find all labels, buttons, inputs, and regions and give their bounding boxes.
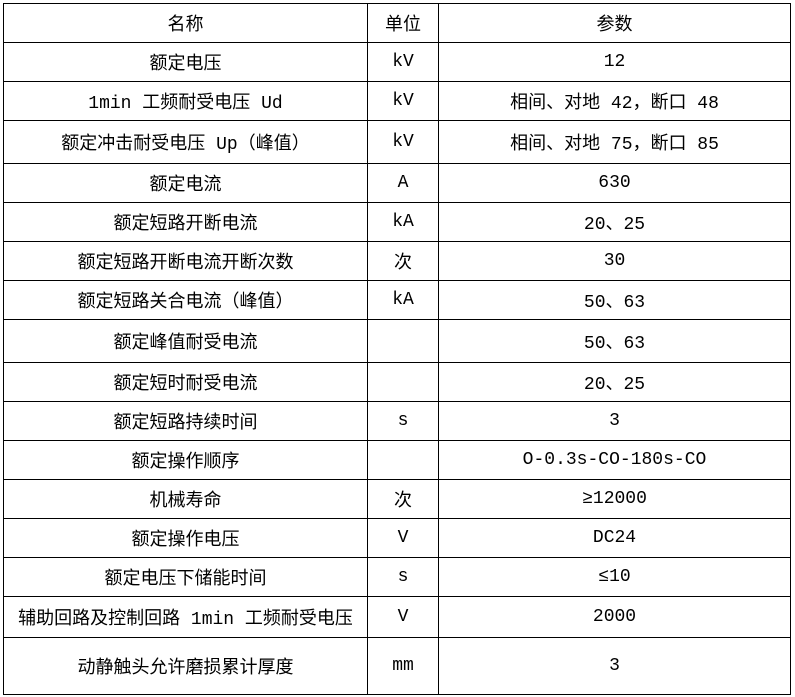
spec-name-cell: 额定短路持续时间 xyxy=(3,401,368,441)
spec-unit-cell: kV xyxy=(367,81,439,121)
spec-name-cell: 额定峰值耐受电流 xyxy=(3,319,368,363)
spec-unit-cell: mm xyxy=(367,637,439,695)
table-row: 额定电压 kV 12 xyxy=(3,42,791,82)
table-row: 额定冲击耐受电压 Up（峰值） kV 相间、对地 75，断口 85 xyxy=(3,120,791,164)
table-row: 额定操作顺序 O-0.3s-CO-180s-CO xyxy=(3,440,791,480)
spec-name-cell: 额定短路开断电流 xyxy=(3,202,368,242)
spec-name-cell: 额定短时耐受电流 xyxy=(3,362,368,402)
table-row: 额定峰值耐受电流 50、63 xyxy=(3,319,791,363)
spec-unit-cell xyxy=(367,319,439,363)
spec-name-cell: 额定短路关合电流（峰值） xyxy=(3,280,368,320)
spec-name-cell: 额定电流 xyxy=(3,163,368,203)
spec-unit-cell xyxy=(367,362,439,402)
spec-unit-cell: V xyxy=(367,596,439,638)
spec-name-cell: 额定操作电压 xyxy=(3,518,368,558)
spec-unit-cell: 次 xyxy=(367,479,439,519)
table-row: 机械寿命次 ≥12000 xyxy=(3,479,791,519)
spec-value-cell: 3 xyxy=(438,637,791,695)
spec-value-cell: DC24 xyxy=(438,518,791,558)
spec-value-cell: 12 xyxy=(438,42,791,82)
spec-table: 名称 单位 参数 额定电压 kV 12 1min 工频耐受电压 Ud kV 相间、对地 4… xyxy=(3,3,791,695)
spec-unit-cell: kV xyxy=(367,42,439,82)
spec-name-cell: 动静触头允许磨损累计厚度 xyxy=(3,637,368,695)
spec-name-cell: 机械寿命 xyxy=(3,479,368,519)
spec-value-cell: 630 xyxy=(438,163,791,203)
spec-value-cell: ≤10 xyxy=(438,557,791,597)
spec-name-cell: 1min 工频耐受电压 Ud xyxy=(3,81,368,121)
table-row: 辅助回路及控制回路 1min 工频耐受电压 V 2000 xyxy=(3,596,791,638)
spec-unit-cell: A xyxy=(367,163,439,203)
table-row: 额定电流 A 630 xyxy=(3,163,791,203)
header-row: 名称 单位 参数 xyxy=(3,3,791,43)
spec-unit-cell: s xyxy=(367,557,439,597)
spec-name-cell: 额定电压下储能时间 xyxy=(3,557,368,597)
spec-value-cell: 50、63 xyxy=(438,280,791,320)
header-unit: 单位 xyxy=(367,3,439,43)
table-row: 额定操作电压 V DC24 xyxy=(3,518,791,558)
spec-unit-cell: V xyxy=(367,518,439,558)
spec-value-cell: 50、63 xyxy=(438,319,791,363)
spec-name-cell: 辅助回路及控制回路 1min 工频耐受电压 xyxy=(3,596,368,638)
spec-unit-cell xyxy=(367,440,439,480)
spec-value-cell: 20、25 xyxy=(438,202,791,242)
spec-unit-cell: s xyxy=(367,401,439,441)
spec-value-cell: 相间、对地 42，断口 48 xyxy=(438,81,791,121)
table-row: 额定电压下储能时间 s ≤10 xyxy=(3,557,791,597)
spec-value-cell: 30 xyxy=(438,241,791,281)
spec-value-cell: 3 xyxy=(438,401,791,441)
spec-name-cell: 额定电压 xyxy=(3,42,368,82)
spec-name-cell: 额定操作顺序 xyxy=(3,440,368,480)
spec-unit-cell: kA xyxy=(367,202,439,242)
table-row: 额定短路持续时间 s 3 xyxy=(3,401,791,441)
spec-value-cell: O-0.3s-CO-180s-CO xyxy=(438,440,791,480)
spec-value-cell: ≥12000 xyxy=(438,479,791,519)
spec-table-body: 额定电压 kV 12 1min 工频耐受电压 Ud kV 相间、对地 42，断口 48 额定… xyxy=(3,42,791,695)
spec-value-cell: 相间、对地 75，断口 85 xyxy=(438,120,791,164)
table-row: 额定短路开断电流 kA 20、25 xyxy=(3,202,791,242)
spec-name-cell: 额定短路开断电流开断次数 xyxy=(3,241,368,281)
header-value: 参数 xyxy=(438,3,791,43)
spec-name-cell: 额定冲击耐受电压 Up（峰值） xyxy=(3,120,368,164)
table-row: 1min 工频耐受电压 Ud kV 相间、对地 42，断口 48 xyxy=(3,81,791,121)
table-row: 动静触头允许磨损累计厚度 mm 3 xyxy=(3,637,791,695)
table-row: 额定短时耐受电流 20、25 xyxy=(3,362,791,402)
spec-value-cell: 20、25 xyxy=(438,362,791,402)
spec-unit-cell: kA xyxy=(367,280,439,320)
spec-unit-cell: 次 xyxy=(367,241,439,281)
table-row: 额定短路关合电流（峰值） kA 50、63 xyxy=(3,280,791,320)
spec-value-cell: 2000 xyxy=(438,596,791,638)
spec-unit-cell: kV xyxy=(367,120,439,164)
header-name: 名称 xyxy=(3,3,368,43)
table-row: 额定短路开断电流开断次数次 30 xyxy=(3,241,791,281)
